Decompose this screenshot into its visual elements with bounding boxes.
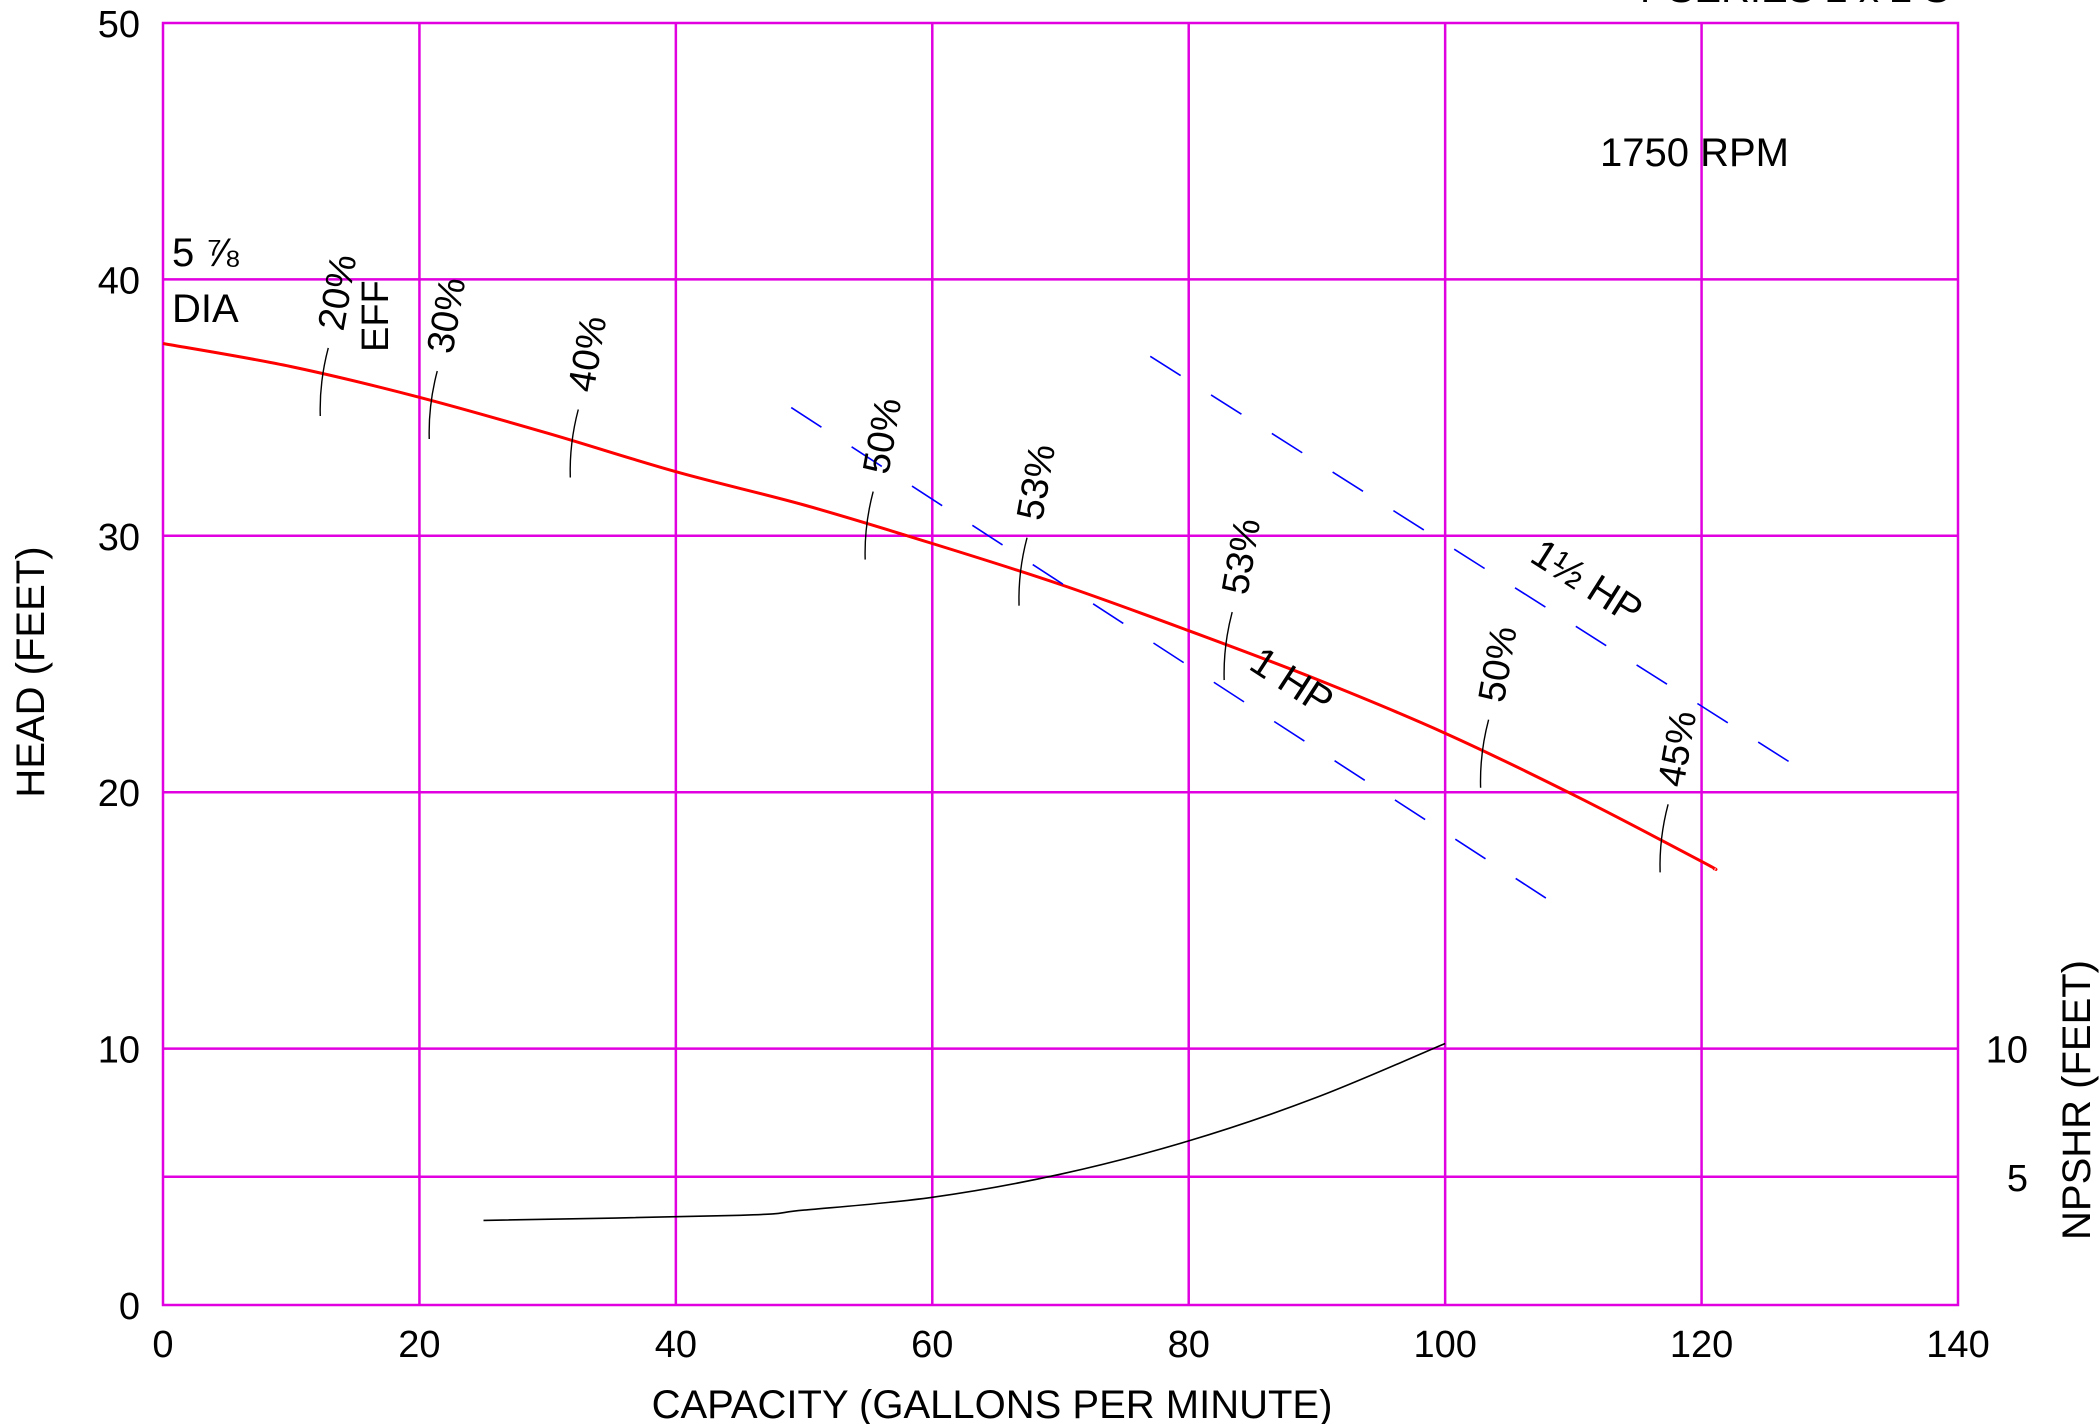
x-tick-label: 40 [655, 1324, 697, 1366]
y2-tick-label: 5 [2007, 1158, 2028, 1200]
efficiency-tick [1223, 611, 1233, 681]
power-line-label: 1 HP [1242, 639, 1341, 724]
y-tick-label: 40 [98, 260, 140, 302]
npshr-curve [483, 1042, 1446, 1222]
grid [161, 21, 1960, 1307]
y-tick-label: 30 [98, 517, 140, 559]
efficiency-markers: 20% 30% 40%50%53%53%50%45% [311, 251, 1706, 873]
tick-labels: 0 20 40 60 80 100 120 140 0 10 20 30 40 50 5 10 [98, 4, 2028, 1366]
x-tick-label: 60 [911, 1324, 953, 1366]
efficiency-tick [569, 409, 579, 478]
efficiency-tick [428, 370, 438, 440]
efficiency-label: 53% [1010, 441, 1065, 523]
efficiency-tick [1479, 719, 1490, 788]
y-tick-label: 0 [119, 1286, 140, 1328]
efficiency-label: 53% [1215, 515, 1270, 597]
efficiency-tick [864, 491, 874, 560]
diameter-label-size: 5 ⅞ [172, 231, 239, 275]
rpm-label: 1750 RPM [1600, 131, 1789, 175]
head-curve [162, 342, 1718, 871]
y2-axis-title: NPSHR (FEET) [2055, 960, 2099, 1240]
header-text: T SERIES 2 x 2 S [1633, 0, 1950, 11]
power-line [1149, 355, 1818, 781]
efficiency-label: 50% [1471, 623, 1526, 705]
x-tick-label: 140 [1926, 1324, 1989, 1366]
diameter-label-text: DIA [172, 287, 239, 331]
efficiency-tick [1018, 537, 1028, 606]
series [162, 342, 1718, 1222]
x-tick-label: 80 [1168, 1324, 1210, 1366]
y-tick-label: 20 [98, 773, 140, 815]
power-line-label: 1½ HP [1523, 531, 1650, 634]
y-tick-label: 50 [98, 4, 140, 46]
efficiency-label: EFF [355, 280, 397, 352]
efficiency-tick [1659, 804, 1669, 873]
efficiency-label: 45% [1651, 708, 1706, 790]
x-tick-label: 20 [398, 1324, 440, 1366]
efficiency-label: 50% [856, 395, 911, 477]
x-axis-title: CAPACITY (GALLONS PER MINUTE) [652, 1383, 1333, 1424]
x-tick-label: 0 [152, 1324, 173, 1366]
plot-frame [161, 21, 1960, 1307]
efficiency-label: 40% [561, 313, 616, 395]
efficiency-label: 30% [420, 274, 475, 356]
x-tick-label: 100 [1413, 1324, 1476, 1366]
y-axis-title: HEAD (FEET) [9, 546, 53, 797]
y2-tick-label: 10 [1986, 1030, 2028, 1072]
x-tick-label: 120 [1670, 1324, 1733, 1366]
power-line [790, 406, 1561, 909]
efficiency-tick [319, 347, 329, 416]
y-tick-label: 10 [98, 1030, 140, 1072]
